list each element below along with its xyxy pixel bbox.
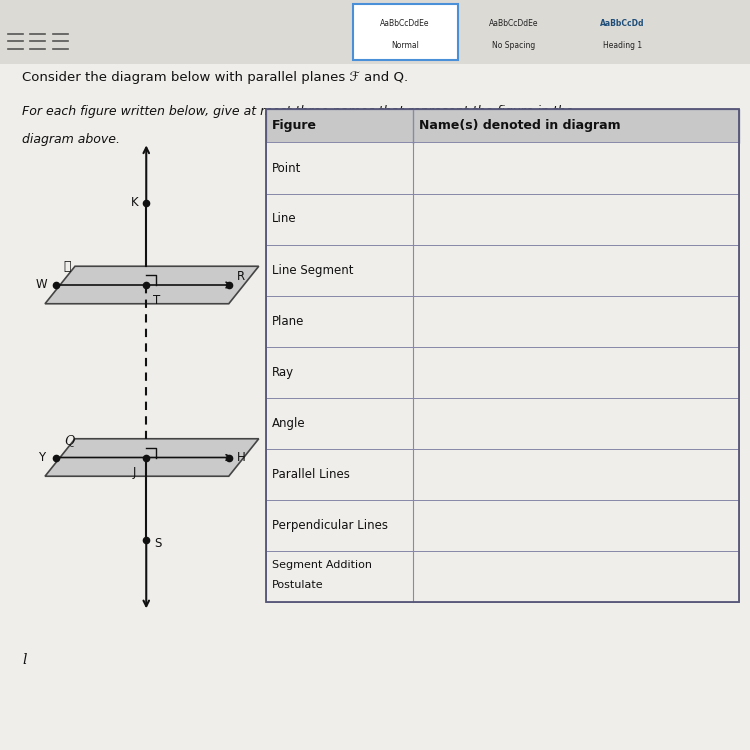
Bar (266, 244, 739, 296)
Text: Figure: Figure (272, 119, 317, 132)
Bar (0, 0, 750, 64)
Text: R: R (237, 269, 244, 283)
Bar (266, 448, 739, 500)
Text: H: H (236, 451, 245, 464)
Text: Consider the diagram below with parallel planes ℱ and Q.: Consider the diagram below with parallel… (22, 71, 409, 84)
Text: ℱ: ℱ (64, 260, 71, 273)
Bar (266, 398, 739, 448)
Bar (266, 194, 739, 244)
Text: Normal: Normal (391, 41, 419, 50)
Text: Postulate: Postulate (272, 580, 324, 590)
Bar (266, 346, 739, 398)
Text: Y: Y (38, 451, 45, 464)
Text: Perpendicular Lines: Perpendicular Lines (272, 518, 388, 532)
Text: AaBbCcDdEe: AaBbCcDdEe (489, 19, 538, 28)
Text: J: J (133, 466, 136, 479)
Polygon shape (45, 266, 259, 304)
Text: Q: Q (64, 434, 74, 447)
Bar (266, 550, 739, 602)
Text: No Spacing: No Spacing (492, 41, 536, 50)
Text: Parallel Lines: Parallel Lines (272, 467, 350, 481)
Bar (266, 109, 739, 602)
FancyBboxPatch shape (352, 4, 458, 60)
Text: Segment Addition: Segment Addition (272, 560, 372, 570)
Polygon shape (45, 439, 259, 476)
Text: S: S (154, 537, 162, 550)
Text: Line Segment: Line Segment (272, 263, 354, 277)
Bar (266, 142, 739, 194)
Text: AaBbCcDdEe: AaBbCcDdEe (380, 19, 430, 28)
Text: T: T (153, 293, 160, 307)
Text: Name(s) denoted in diagram: Name(s) denoted in diagram (419, 119, 620, 132)
Bar (266, 109, 739, 142)
Text: Angle: Angle (272, 416, 306, 430)
Bar (266, 500, 739, 550)
Text: W: W (35, 278, 47, 292)
FancyBboxPatch shape (461, 4, 566, 60)
Text: Heading 1: Heading 1 (603, 41, 642, 50)
Text: For each figure written below, give at most three names that represent the figur: For each figure written below, give at m… (22, 105, 574, 118)
Text: AaBbCcDd: AaBbCcDd (600, 19, 645, 28)
Text: K: K (130, 196, 138, 209)
Text: Line: Line (272, 212, 297, 226)
Text: diagram above.: diagram above. (22, 134, 121, 146)
Text: Ray: Ray (272, 365, 294, 379)
Text: l: l (22, 652, 27, 667)
Text: Plane: Plane (272, 314, 304, 328)
Text: Point: Point (272, 161, 302, 175)
Bar (266, 296, 739, 346)
